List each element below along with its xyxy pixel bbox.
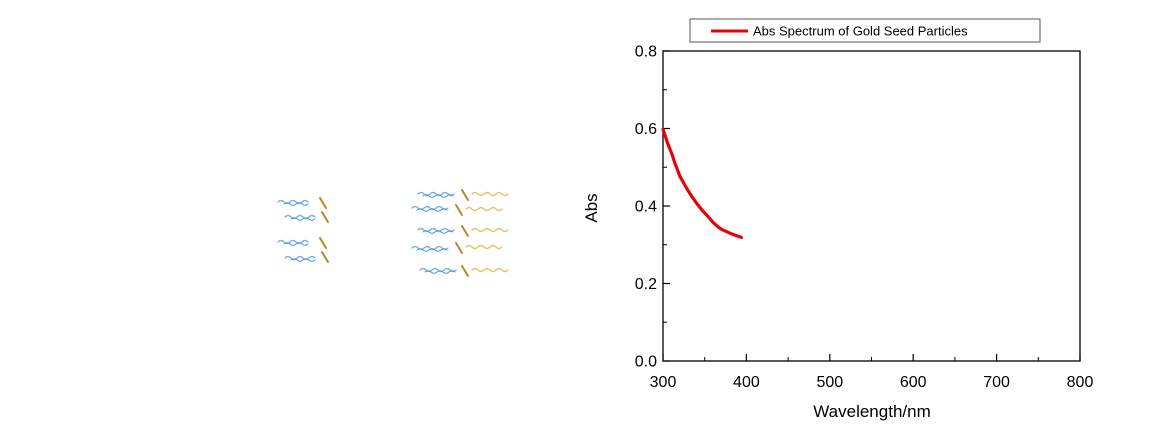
gold-stroke [455, 204, 463, 216]
blue-wave [416, 248, 448, 252]
plot-frame [662, 50, 1081, 362]
gold-stroke [455, 242, 463, 254]
x-axis-title: Wavelength/nm [813, 402, 930, 421]
y-tick-label: 0.8 [635, 44, 657, 61]
legend-box [689, 18, 1041, 43]
y-tick-label: 0.4 [635, 199, 657, 216]
blue-wave [416, 208, 448, 212]
yellow-wave [465, 206, 503, 212]
gold-stroke [461, 265, 469, 277]
x-tick-label: 500 [816, 374, 843, 391]
blue-wave [417, 227, 455, 233]
wavy-ribbons-illustration [277, 189, 509, 277]
blue-wave [411, 245, 449, 251]
blue-wave [283, 242, 309, 246]
gold-stroke [321, 211, 329, 223]
gold-stroke [319, 197, 327, 209]
x-tick-label: 700 [983, 374, 1010, 391]
blue-wave [290, 217, 316, 221]
blue-wave [417, 191, 455, 197]
gold-stroke [461, 189, 469, 201]
gold-stroke [319, 237, 327, 249]
plot-area: 300 400 500 600 700 800 0.0 0.2 0.4 0.6 0.8 [635, 44, 1094, 392]
blue-wave [411, 205, 449, 211]
yellow-wave [471, 267, 509, 273]
blue-wave [284, 255, 316, 261]
blue-wave [422, 194, 454, 198]
chart-legend: Abs Spectrum of Gold Seed Particles [689, 18, 1041, 43]
blue-wave [283, 202, 309, 206]
series-line [661, 127, 743, 239]
y-tick-label: 0.6 [635, 121, 657, 138]
gold-stroke [461, 225, 469, 237]
x-tick-label: 400 [733, 374, 760, 391]
blue-wave [424, 270, 456, 274]
x-tick-label: 800 [1067, 374, 1094, 391]
yellow-wave [465, 244, 503, 250]
blue-wave [277, 239, 309, 245]
blue-wave [284, 214, 316, 220]
yellow-wave [471, 191, 509, 197]
blue-wave [419, 267, 457, 273]
x-tick-label: 300 [650, 374, 677, 391]
y-axis-title: Abs [582, 193, 601, 222]
y-tick-label: 0.0 [635, 354, 657, 371]
gold-stroke [321, 251, 329, 263]
x-tick-label: 600 [900, 374, 927, 391]
yellow-wave [471, 227, 509, 233]
blue-wave [290, 258, 316, 262]
legend-series-label: Abs Spectrum of Gold Seed Particles [753, 24, 968, 39]
blue-wave [422, 230, 454, 234]
blue-wave [277, 199, 309, 205]
y-tick-label: 0.2 [635, 276, 657, 293]
